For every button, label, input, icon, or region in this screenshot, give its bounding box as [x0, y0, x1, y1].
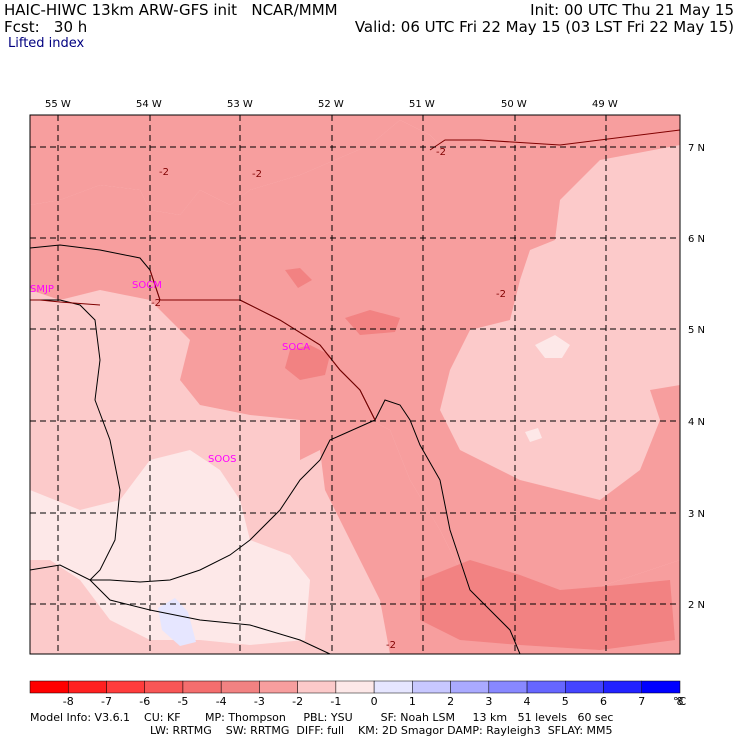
colorbar-swatch [29, 680, 69, 694]
lon-label: 49 W [592, 99, 618, 110]
lat-label: 7 N [688, 143, 705, 154]
shade-region-positive [158, 598, 196, 646]
contour-line-1 [149, 269, 376, 421]
colorbar-tick-label: 6 [600, 695, 607, 708]
colorbar-tick-label: 4 [524, 695, 531, 708]
contours [30, 129, 681, 421]
colorbar-swatch [220, 680, 260, 694]
colorbar-tick-label: 7 [638, 695, 645, 708]
border-suriname-guiana [29, 419, 376, 583]
header-title: HAIC-HIWC 13km ARW-GFS init NCAR/MMM [4, 1, 338, 19]
colorbar-tick-label: -1 [330, 695, 341, 708]
shade-region-north [30, 115, 680, 215]
shade-region-light-2 [535, 335, 570, 358]
station-label: SOCA [282, 342, 310, 353]
colorbar-swatch [259, 680, 298, 694]
colorbar-tick-label: -3 [254, 695, 265, 708]
lat-label: 5 N [688, 325, 705, 336]
shade-region-central [30, 120, 680, 610]
station-labels: SMJP SOCM SOCA SOOS [30, 280, 310, 465]
lat-label: 6 N [688, 234, 705, 245]
border-guiana-brazil [89, 579, 331, 655]
contour-line-3 [429, 129, 681, 151]
colorbar-tick-label: 3 [485, 695, 492, 708]
colorbar-swatch [373, 680, 413, 694]
contour-label: -2 [386, 640, 396, 651]
shade-patch-2 [285, 345, 330, 380]
colorbar-tick-label: -5 [177, 695, 188, 708]
colorbar-tick-label: -7 [101, 695, 112, 708]
contour-label: -2 [151, 298, 161, 309]
colorbar-tick-label: -8 [63, 695, 74, 708]
colorbar-swatch [526, 680, 566, 694]
colorbar-tick-label: 1 [409, 695, 416, 708]
shade-patch-4 [285, 268, 312, 288]
grid-lines [30, 115, 680, 654]
colorbar-swatch [603, 680, 643, 694]
colorbar-tick-label: 0 [371, 695, 378, 708]
station-label: SOCM [132, 280, 162, 291]
lat-label: 4 N [688, 417, 705, 428]
colorbar-unit: °C [673, 695, 687, 708]
lon-label: 53 W [227, 99, 253, 110]
contour-label: -2 [496, 289, 506, 300]
station-label: SOOS [208, 454, 236, 465]
colorbar-swatch [565, 680, 604, 694]
colorbar-tick-label: 2 [447, 695, 454, 708]
forecast-hour: Fcst: 30 h [4, 18, 88, 36]
lon-label: 50 W [501, 99, 527, 110]
colorbar-swatch [182, 680, 222, 694]
lat-label: 3 N [688, 509, 705, 520]
contour-labels: -2 -2 -2 -2 -2 -2 [151, 147, 506, 651]
colorbar-tick-label: 8 [677, 695, 684, 708]
field-name: Lifted index [8, 36, 85, 51]
longitude-labels: 55 W 54 W 53 W 52 W 51 W 50 W 49 W [45, 99, 618, 110]
colorbar-swatch [67, 680, 107, 694]
shade-region-light-3 [525, 428, 542, 442]
colorbar-swatch [488, 680, 528, 694]
colorbar-tick-label: -2 [292, 695, 303, 708]
contour-label: -2 [159, 167, 169, 178]
lon-label: 52 W [318, 99, 344, 110]
colorbar-tick-label: 5 [562, 695, 569, 708]
shade-patch-3 [345, 310, 400, 335]
colorbar-swatch [450, 680, 490, 694]
colorbar-tick-label: -6 [139, 695, 150, 708]
footer-model-info: Model Info: V3.6.1 CU: KF MP: Thompson P… [30, 711, 614, 724]
colorbar-swatch [335, 680, 375, 694]
colorbar-swatch [641, 680, 681, 694]
shade-patch-1 [420, 560, 675, 650]
colorbar-swatch [144, 680, 184, 694]
colorbar: -8 -7 -6 -5 -4 -3 -2 -1 0 1 2 3 4 5 6 7 8°C [29, 680, 687, 708]
init-time: Init: 00 UTC Thu 21 May 15 [530, 1, 734, 19]
lon-label: 51 W [409, 99, 435, 110]
valid-time: Valid: 06 UTC Fri 22 May 15 (03 LST Fri … [354, 18, 734, 36]
station-label: SMJP [30, 284, 54, 295]
contour-line-2 [30, 299, 101, 306]
colorbar-swatch [297, 680, 337, 694]
map-frame [29, 114, 681, 655]
lon-label: 54 W [136, 99, 162, 110]
latitude-labels: 7 N 6 N 5 N 4 N 3 N 2 N [688, 143, 705, 611]
footer-physics-info: LW: RRTMG SW: RRTMG DIFF: full KM: 2D Sm… [150, 724, 613, 737]
colorbar-swatch [412, 680, 451, 694]
lat-label: 2 N [688, 600, 705, 611]
contour-label: -2 [436, 147, 446, 158]
lon-label: 55 W [45, 99, 71, 110]
contour-label: -2 [252, 169, 262, 180]
colorbar-tick-label: -4 [216, 695, 227, 708]
colorbar-swatch [106, 680, 145, 694]
